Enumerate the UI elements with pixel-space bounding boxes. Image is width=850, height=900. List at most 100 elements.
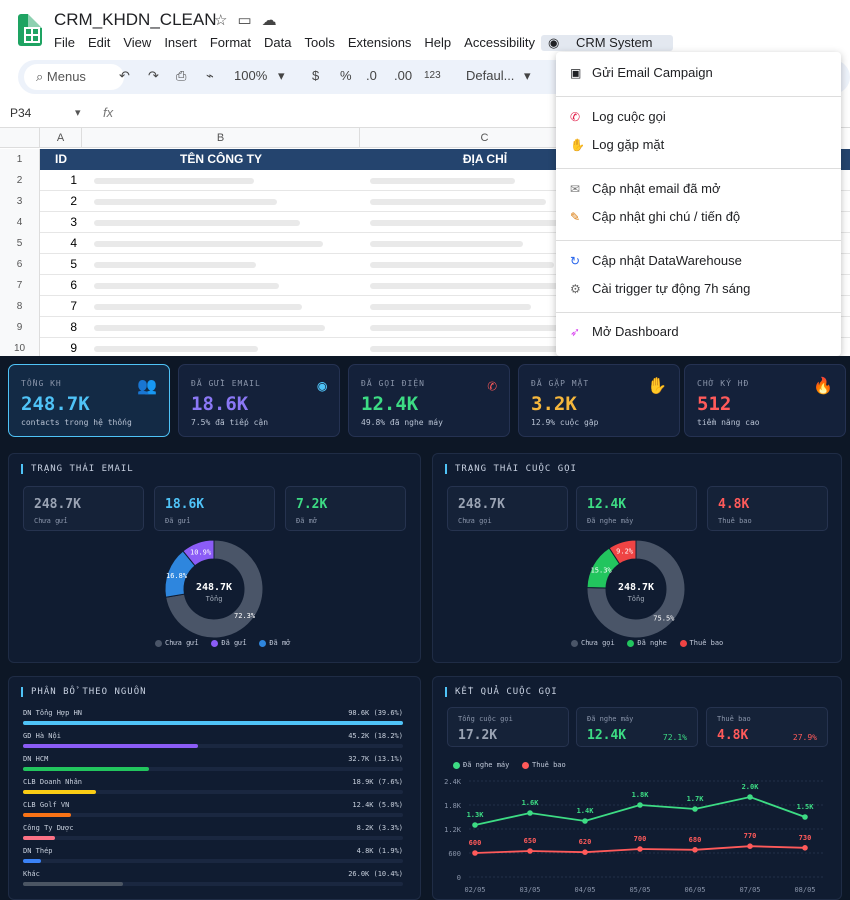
row-number[interactable]: 10 xyxy=(0,338,40,356)
blurred-company-name[interactable] xyxy=(94,178,254,184)
blurred-company-name[interactable] xyxy=(94,199,277,205)
id-cell[interactable]: 1 xyxy=(70,173,77,187)
blurred-address[interactable] xyxy=(370,220,577,226)
source-row[interactable]: Khác 26.0K (10.4%) xyxy=(23,870,403,892)
row-number[interactable]: 6 xyxy=(0,254,40,275)
percent-button[interactable]: % xyxy=(340,68,352,83)
blurred-address[interactable] xyxy=(370,304,531,310)
menu-accessibility[interactable]: Accessibility xyxy=(464,35,535,50)
donut-slice[interactable] xyxy=(608,539,637,565)
row-number[interactable]: 2 xyxy=(0,170,40,191)
series-point[interactable] xyxy=(637,846,643,852)
blurred-company-name[interactable] xyxy=(94,346,258,352)
font-chevron-down-icon[interactable]: ▾ xyxy=(524,68,531,83)
menu-item-install-trigger[interactable]: ⚙ Cài trigger tự động 7h sáng xyxy=(556,276,841,302)
source-row[interactable]: DN Thép 4.8K (1.9%) xyxy=(23,847,403,869)
id-cell[interactable]: 4 xyxy=(70,236,77,250)
menu-help[interactable]: Help xyxy=(424,35,452,50)
blurred-address[interactable] xyxy=(370,241,523,247)
decrease-decimal-button[interactable]: .0 xyxy=(366,68,377,83)
series-point[interactable] xyxy=(802,845,808,851)
series-point[interactable] xyxy=(582,818,588,824)
kpi-meetings[interactable]: ĐÃ GẶP MẶT 3.2K 12.9% cuộc gặp ✋ xyxy=(518,364,680,437)
menu-item-update-notes[interactable]: ✎ Cập nhật ghi chú / tiến độ xyxy=(556,204,841,230)
move-folder-icon[interactable]: ▭ xyxy=(237,12,252,29)
menu-item-send-email-campaign[interactable]: ▣ Gửi Email Campaign xyxy=(556,60,841,86)
row-number[interactable]: 4 xyxy=(0,212,40,233)
series-point[interactable] xyxy=(637,802,643,808)
series-point[interactable] xyxy=(747,843,753,849)
select-all-corner[interactable] xyxy=(0,128,40,148)
blurred-company-name[interactable] xyxy=(94,262,256,268)
font-select[interactable]: Defaul... xyxy=(466,68,515,83)
blurred-address[interactable] xyxy=(370,262,554,268)
row-number[interactable]: 5 xyxy=(0,233,40,254)
series-point[interactable] xyxy=(582,849,588,855)
blurred-company-name[interactable] xyxy=(94,304,302,310)
star-icon[interactable]: ☆ xyxy=(214,12,228,29)
series-point[interactable] xyxy=(472,850,478,856)
series-point[interactable] xyxy=(527,810,533,816)
menu-edit[interactable]: Edit xyxy=(87,35,111,50)
menu-item-update-datawarehouse[interactable]: ↻ Cập nhật DataWarehouse xyxy=(556,248,841,274)
series-point[interactable] xyxy=(692,847,698,853)
source-row[interactable]: Công Ty Dược 8.2K (3.3%) xyxy=(23,824,403,846)
source-row[interactable]: DN HCM 32.7K (13.1%) xyxy=(23,755,403,777)
row-number[interactable]: 7 xyxy=(0,275,40,296)
chevron-down-icon[interactable]: ▾ xyxy=(278,68,285,83)
source-row[interactable]: DN Tổng Hợp HN 98.6K (39.6%) xyxy=(23,709,403,731)
header-address[interactable]: ĐỊA CHỈ xyxy=(360,149,610,170)
row-number[interactable]: 8 xyxy=(0,296,40,317)
series-point[interactable] xyxy=(472,822,478,828)
menu-view[interactable]: View xyxy=(123,35,152,50)
print-icon[interactable]: ⎙ xyxy=(176,68,187,83)
donut-slice[interactable] xyxy=(182,539,215,567)
id-cell[interactable]: 5 xyxy=(70,257,77,271)
cloud-icon[interactable]: ☁ xyxy=(261,12,277,29)
kpi-emails-sent[interactable]: ĐÃ GỬI EMAIL 18.6K 7.5% đã tiếp cận ◉ xyxy=(178,364,340,437)
kpi-total-customers[interactable]: TỔNG KH 248.7K contacts trong hệ thống 👥 xyxy=(8,364,170,437)
menu-data[interactable]: Data xyxy=(264,35,292,50)
undo-icon[interactable]: ↶ xyxy=(119,68,130,83)
menu-item-open-dashboard[interactable]: ➶ Mở Dashboard xyxy=(556,319,841,345)
source-row[interactable]: CLB Golf VN 12.4K (5.0%) xyxy=(23,801,403,823)
blurred-company-name[interactable] xyxy=(94,283,279,289)
number-format-button[interactable]: 123 xyxy=(424,70,441,81)
document-title[interactable]: CRM_KHDN_CLEAN xyxy=(54,10,217,29)
blurred-company-name[interactable] xyxy=(94,220,300,226)
redo-icon[interactable]: ↷ xyxy=(148,68,159,83)
source-row[interactable]: GD Hà Nội 45.2K (18.2%) xyxy=(23,732,403,754)
menu-item-log-call[interactable]: ✆ Log cuộc gọi xyxy=(556,104,841,130)
name-box-chevron-icon[interactable]: ▾ xyxy=(75,107,81,119)
row-number[interactable]: 9 xyxy=(0,317,40,338)
menu-format[interactable]: Format xyxy=(209,35,251,50)
menus-search[interactable]: ⌕ Menus xyxy=(24,64,124,90)
menu-file[interactable]: File xyxy=(54,35,75,50)
blurred-address[interactable] xyxy=(370,325,562,331)
blurred-address[interactable] xyxy=(370,178,515,184)
source-row[interactable]: CLB Doanh Nhân 18.9K (7.6%) xyxy=(23,778,403,800)
currency-button[interactable]: $ xyxy=(312,68,320,83)
row-number[interactable]: 3 xyxy=(0,191,40,212)
menu-tools[interactable]: Tools xyxy=(304,35,335,50)
kpi-calls-made[interactable]: ĐÃ GỌI ĐIỆN 12.4K 49.8% đã nghe máy ✆ xyxy=(348,364,510,437)
blurred-address[interactable] xyxy=(370,199,546,205)
blurred-address[interactable] xyxy=(370,346,593,352)
blurred-company-name[interactable] xyxy=(94,241,323,247)
column-header-a[interactable]: A xyxy=(40,128,82,148)
menu-insert[interactable]: Insert xyxy=(164,35,197,50)
menu-extensions[interactable]: Extensions xyxy=(347,35,412,50)
header-id[interactable]: ID xyxy=(40,149,82,170)
increase-decimal-button[interactable]: .00 xyxy=(394,68,413,83)
series-point[interactable] xyxy=(527,848,533,854)
id-cell[interactable]: 8 xyxy=(70,320,77,334)
menu-crm-system[interactable]: ◉ CRM System xyxy=(540,35,673,51)
blurred-company-name[interactable] xyxy=(94,325,325,331)
id-cell[interactable]: 3 xyxy=(70,215,77,229)
menu-item-update-email-opened[interactable]: ✉ Cập nhật email đã mở xyxy=(556,176,841,202)
kpi-pending-contracts[interactable]: CHỜ KÝ HĐ 512 tiềm năng cao 🔥 xyxy=(684,364,846,437)
id-cell[interactable]: 2 xyxy=(70,194,77,208)
id-cell[interactable]: 6 xyxy=(70,278,77,292)
sheets-logo-icon[interactable] xyxy=(18,14,42,46)
paint-format-icon[interactable]: ⌁ xyxy=(206,68,214,83)
